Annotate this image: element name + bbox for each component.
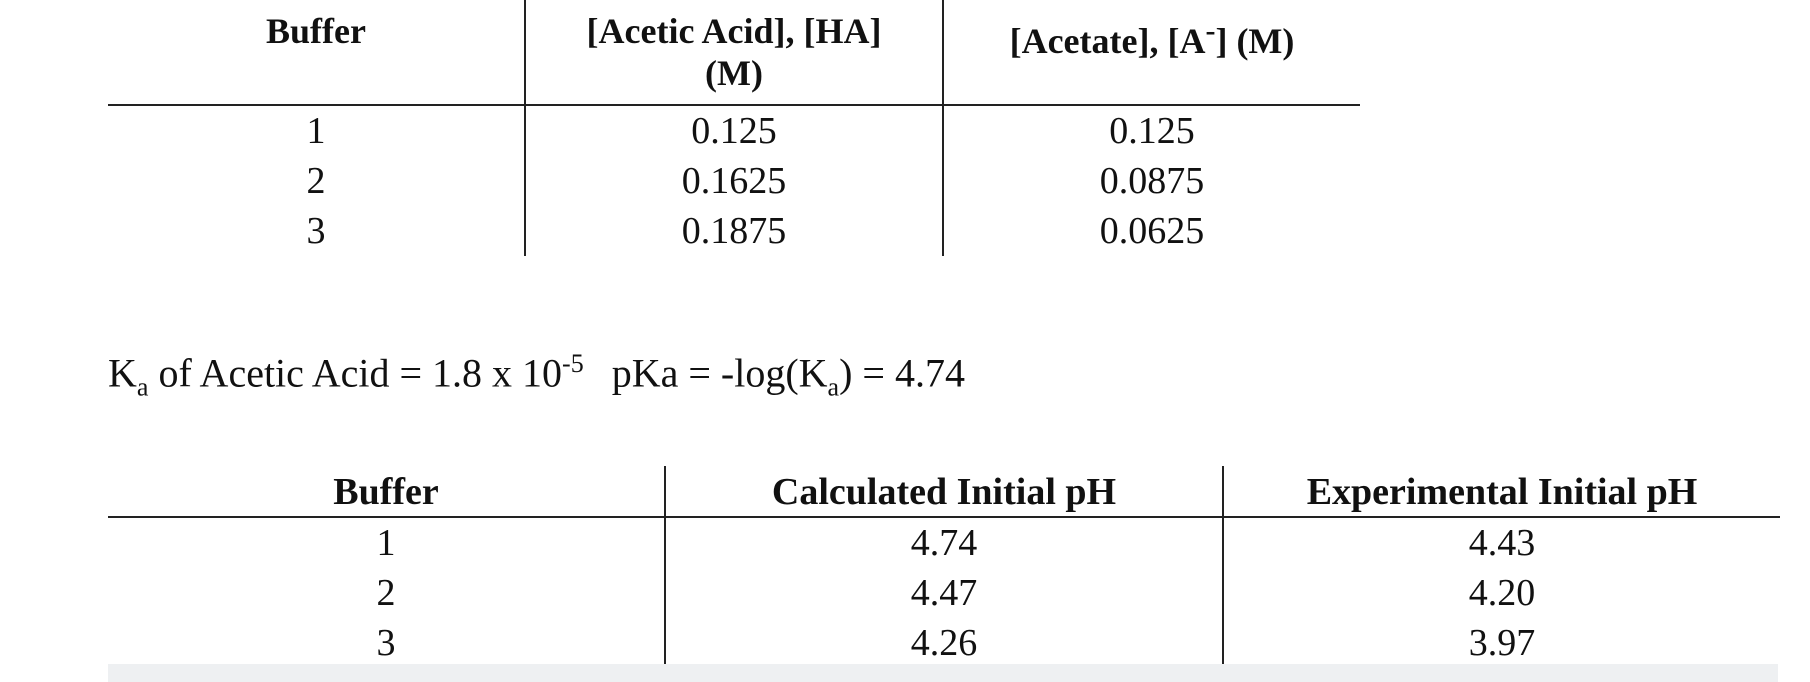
cell-acetate: 0.0625 [942,206,1360,256]
cell-acid: 0.1875 [524,206,943,256]
ka-pka-statement: Ka of Acetic Acid = 1.8 x 10-5 pKa = -log… [108,349,965,402]
cell-calculated-ph: 4.47 [664,568,1223,618]
table-row: 1 0.125 0.125 [108,105,1360,156]
cell-buffer: 1 [376,522,396,564]
cell-calculated-ph: 4.26 [664,618,1223,668]
cell-acetate: 0.0875 [942,156,1360,206]
cell-buffer: 3 [376,622,396,664]
cell-buffer: 2 [376,572,396,614]
table-row: 3 0.1875 0.0625 [108,206,1360,256]
buffer-concentration-table: Buffer [Acetic Acid], [HA] (M) [Acetate]… [108,0,1360,256]
header-calculated-ph: Calculated Initial pH [664,466,1223,518]
cell-acid: 0.1625 [524,156,943,206]
cell-experimental-ph: 3.97 [1222,618,1780,668]
table-header-row: Buffer Calculated Initial pH Experimenta… [108,466,1780,518]
header-acetic-acid: [Acetic Acid], [HA] (M) [524,0,943,106]
header-buffer: Buffer [108,0,525,106]
cell-buffer: 2 [306,160,326,202]
initial-ph-table: Buffer Calculated Initial pH Experimenta… [108,466,1780,668]
table-row: 1 4.74 4.43 [108,517,1780,568]
cell-buffer: 1 [306,110,326,152]
bottom-shade [108,664,1778,682]
header-experimental-ph: Experimental Initial pH [1222,466,1780,518]
cell-experimental-ph: 4.43 [1222,517,1780,568]
cell-acetate: 0.125 [942,105,1360,156]
table-row: 3 4.26 3.97 [108,618,1780,668]
table-header-row: Buffer [Acetic Acid], [HA] (M) [Acetate]… [108,0,1360,106]
cell-experimental-ph: 4.20 [1222,568,1780,618]
cell-acid: 0.125 [524,105,943,156]
header-acetate: [Acetate], [A-] (M) [942,0,1360,106]
table-row: 2 0.1625 0.0875 [108,156,1360,206]
cell-buffer: 3 [306,210,326,252]
cell-calculated-ph: 4.74 [664,517,1223,568]
table-row: 2 4.47 4.20 [108,568,1780,618]
header-buffer: Buffer [108,466,665,518]
